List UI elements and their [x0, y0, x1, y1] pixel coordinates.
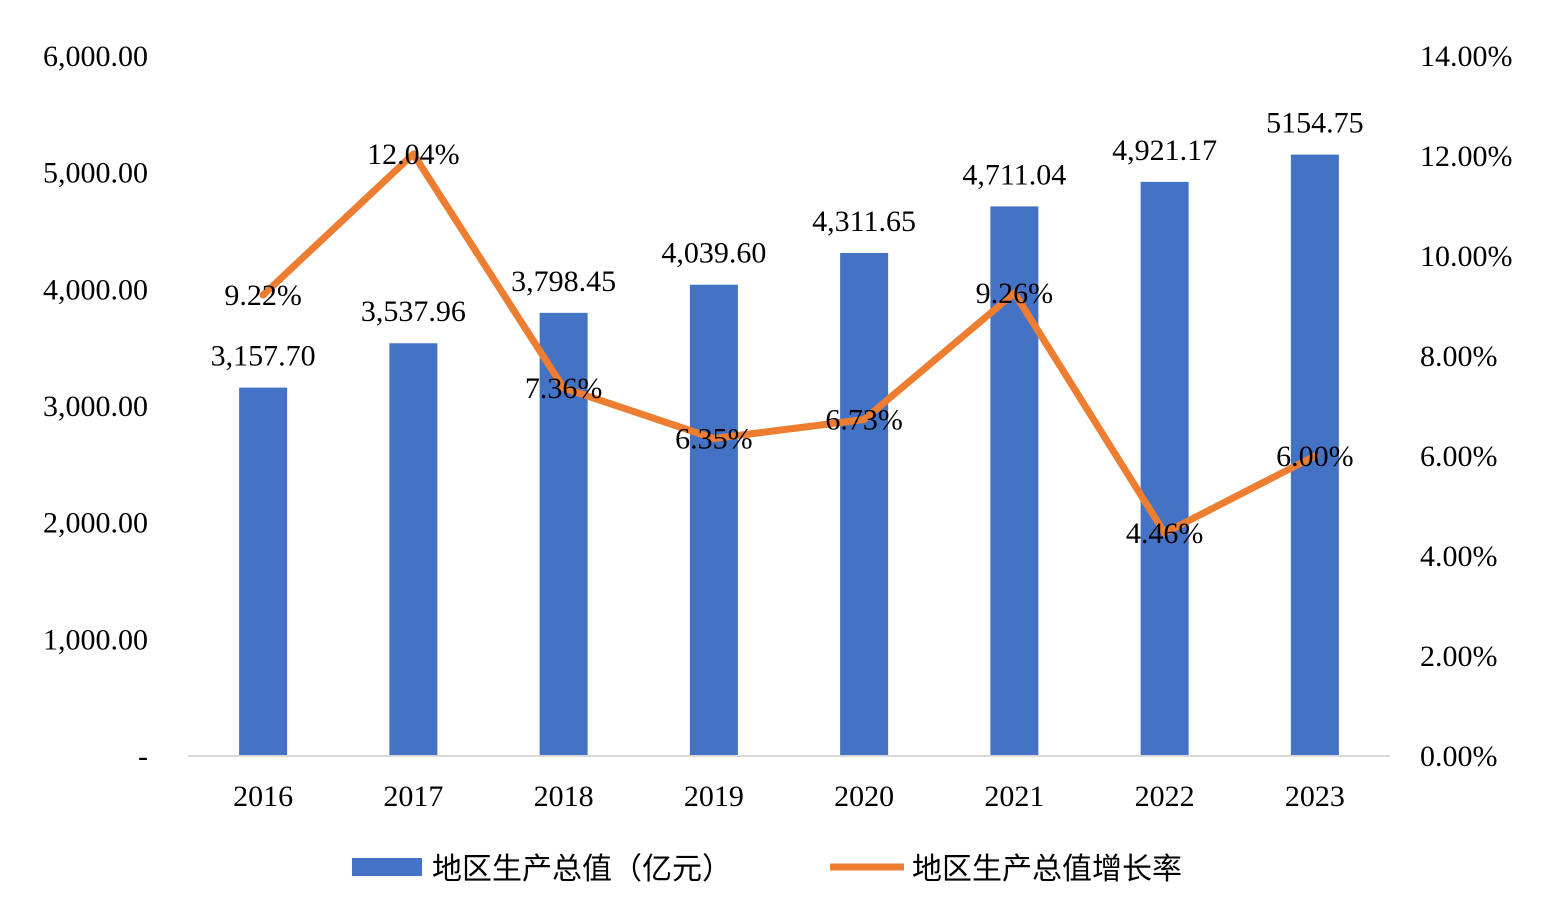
- left-axis-tick-label: 4,000.00: [43, 273, 148, 306]
- growth-rate-line: [259, 150, 1319, 537]
- bar-value-label: 5154.75: [1266, 107, 1364, 140]
- right-axis-tick-label: 8.00%: [1420, 340, 1498, 373]
- bar-2016: [239, 387, 288, 756]
- x-tick-label: 2016: [233, 780, 293, 813]
- left-axis-tick-label: -: [138, 740, 148, 773]
- growth-value-label: 4.46%: [1126, 517, 1204, 550]
- line-series: [259, 150, 1319, 537]
- legend-label-growth: 地区生产总值增长率: [912, 852, 1182, 887]
- x-tick-label: 2021: [984, 780, 1044, 813]
- growth-value-label: 6.00%: [1276, 440, 1354, 473]
- right-axis-tick-label: 12.00%: [1420, 140, 1513, 173]
- left-axis-tick-label: 2,000.00: [43, 507, 148, 540]
- right-axis-tick-label: 2.00%: [1420, 640, 1498, 673]
- bar-2019: [689, 284, 738, 756]
- growth-point-2017: [409, 150, 417, 158]
- x-tick-label: 2019: [684, 780, 744, 813]
- bar-value-label: 4,921.17: [1112, 134, 1217, 167]
- bar-series: [239, 154, 1339, 757]
- bar-value-label: 3,798.45: [511, 265, 616, 298]
- growth-point-2016: [259, 291, 267, 299]
- right-axis: 0.00% 2.00% 4.00% 6.00% 8.00% 10.00% 12.00% 14.…: [1420, 40, 1513, 773]
- x-tick-label: 2020: [834, 780, 894, 813]
- growth-point-2021: [1010, 289, 1018, 297]
- bar-value-label: 4,711.04: [962, 158, 1066, 191]
- bar-value-label: 4,039.60: [661, 237, 766, 270]
- data-labels: 3,157.70 3,537.96 3,798.45 4,039.60 4,311.65…: [211, 107, 1364, 550]
- right-axis-tick-label: 0.00%: [1420, 740, 1498, 773]
- right-axis-tick-label: 10.00%: [1420, 240, 1513, 273]
- growth-point-2023: [1311, 452, 1319, 460]
- bar-2022: [1140, 181, 1189, 756]
- growth-point-2022: [1161, 529, 1169, 537]
- bar-value-label: 3,537.96: [361, 295, 466, 328]
- growth-value-label: 9.22%: [224, 279, 302, 312]
- growth-point-2018: [560, 384, 568, 392]
- bar-value-label: 3,157.70: [211, 340, 316, 373]
- x-tick-label: 2018: [534, 780, 594, 813]
- x-tick-label: 2022: [1135, 780, 1195, 813]
- bar-2020: [840, 252, 889, 756]
- left-axis-tick-label: 3,000.00: [43, 390, 148, 423]
- growth-value-label: 9.26%: [976, 277, 1054, 310]
- x-axis: 2016 2017 2018 2019 2020 2021 2022 2023: [233, 780, 1345, 813]
- left-axis-tick-label: 1,000.00: [43, 623, 148, 656]
- growth-point-2019: [710, 435, 718, 442]
- left-axis: - 1,000.00 2,000.00 3,000.00 4,000.00 5,000.0…: [43, 40, 148, 773]
- growth-value-label: 6.35%: [675, 423, 753, 456]
- growth-point-2020: [860, 416, 868, 423]
- right-axis-tick-label: 4.00%: [1420, 540, 1498, 573]
- bar-value-label: 4,311.65: [812, 205, 916, 238]
- right-axis-tick-label: 6.00%: [1420, 440, 1498, 473]
- legend-label-gdp: 地区生产总值（亿元）: [432, 852, 732, 887]
- growth-value-label: 12.04%: [367, 138, 460, 171]
- legend: 地区生产总值（亿元） 地区生产总值增长率: [352, 852, 1182, 887]
- growth-value-label: 6.73%: [825, 404, 903, 437]
- growth-value-label: 7.36%: [525, 372, 603, 405]
- bar-2017: [389, 343, 438, 756]
- right-axis-tick-label: 14.00%: [1420, 40, 1513, 73]
- left-axis-tick-label: 5,000.00: [43, 157, 148, 190]
- x-tick-label: 2017: [383, 780, 443, 813]
- left-axis-tick-label: 6,000.00: [43, 40, 148, 73]
- x-tick-label: 2023: [1285, 780, 1345, 813]
- legend-swatch-gdp: [352, 858, 422, 876]
